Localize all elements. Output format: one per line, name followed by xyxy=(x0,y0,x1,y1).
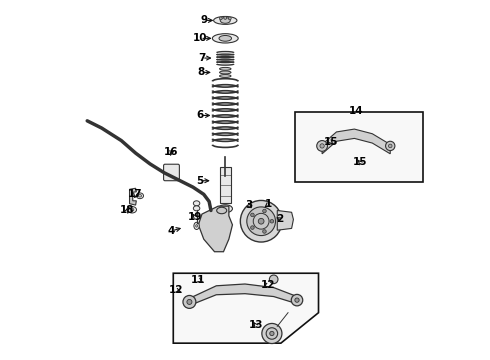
Text: 9: 9 xyxy=(200,15,207,26)
Polygon shape xyxy=(173,273,318,343)
Circle shape xyxy=(263,209,266,213)
Circle shape xyxy=(223,206,228,211)
Circle shape xyxy=(183,296,196,309)
Circle shape xyxy=(389,144,392,148)
Ellipse shape xyxy=(219,36,232,41)
Bar xyxy=(220,167,231,203)
Ellipse shape xyxy=(220,71,231,74)
Text: 1: 1 xyxy=(265,199,272,210)
Ellipse shape xyxy=(220,18,230,23)
Ellipse shape xyxy=(127,207,137,213)
Ellipse shape xyxy=(194,206,200,211)
Ellipse shape xyxy=(218,205,232,213)
Text: 2: 2 xyxy=(276,215,284,224)
Circle shape xyxy=(228,17,231,20)
Circle shape xyxy=(262,323,282,343)
Text: 13: 13 xyxy=(248,320,263,330)
Text: 19: 19 xyxy=(188,212,202,221)
Text: 11: 11 xyxy=(191,275,206,285)
Text: 3: 3 xyxy=(245,200,252,210)
Bar xyxy=(295,112,422,182)
Circle shape xyxy=(270,220,274,223)
Polygon shape xyxy=(198,206,232,252)
Text: 5: 5 xyxy=(196,176,203,186)
Circle shape xyxy=(258,219,264,224)
Ellipse shape xyxy=(194,222,199,229)
Circle shape xyxy=(270,275,278,284)
Text: 6: 6 xyxy=(196,111,204,121)
Ellipse shape xyxy=(136,193,144,199)
Circle shape xyxy=(251,213,254,217)
Circle shape xyxy=(251,226,254,229)
Circle shape xyxy=(386,141,395,150)
Text: 15: 15 xyxy=(324,138,338,147)
Ellipse shape xyxy=(196,225,197,227)
Ellipse shape xyxy=(220,67,231,70)
Polygon shape xyxy=(277,211,294,230)
Ellipse shape xyxy=(212,34,238,43)
Text: 4: 4 xyxy=(168,226,175,236)
FancyBboxPatch shape xyxy=(164,164,179,181)
Text: 12: 12 xyxy=(169,285,183,295)
Text: 14: 14 xyxy=(349,106,364,116)
Polygon shape xyxy=(190,284,297,306)
Text: 12: 12 xyxy=(261,280,275,290)
Polygon shape xyxy=(322,129,390,154)
Circle shape xyxy=(266,328,278,339)
Text: 16: 16 xyxy=(164,147,179,157)
Circle shape xyxy=(270,331,274,336)
Text: 8: 8 xyxy=(197,67,205,77)
Ellipse shape xyxy=(130,208,134,211)
Text: 17: 17 xyxy=(128,189,143,199)
Circle shape xyxy=(320,144,324,148)
Text: 10: 10 xyxy=(193,33,207,43)
Circle shape xyxy=(253,213,269,229)
Circle shape xyxy=(220,17,222,20)
Text: 18: 18 xyxy=(120,206,134,216)
Text: 15: 15 xyxy=(352,157,367,167)
Polygon shape xyxy=(129,188,136,205)
Ellipse shape xyxy=(220,75,231,77)
Ellipse shape xyxy=(214,17,237,24)
Circle shape xyxy=(240,201,282,242)
Circle shape xyxy=(291,294,303,306)
Circle shape xyxy=(247,207,275,235)
Circle shape xyxy=(187,300,192,305)
Ellipse shape xyxy=(194,201,200,206)
Circle shape xyxy=(263,230,266,233)
Circle shape xyxy=(295,298,299,302)
Circle shape xyxy=(224,17,227,19)
Text: 7: 7 xyxy=(198,53,206,63)
Ellipse shape xyxy=(138,194,142,197)
Circle shape xyxy=(317,140,327,151)
Ellipse shape xyxy=(217,207,227,214)
